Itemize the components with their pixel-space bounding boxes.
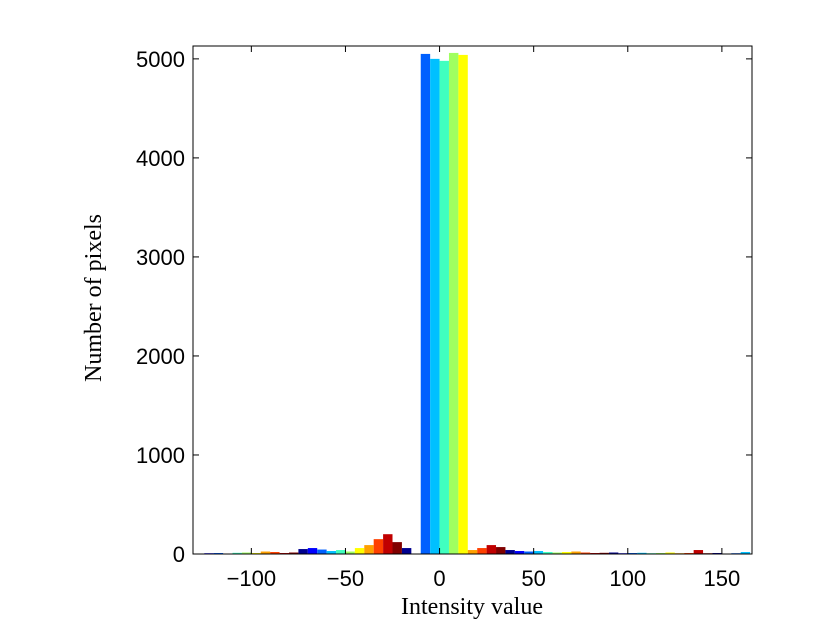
bar [420, 53, 431, 554]
bar [288, 552, 299, 554]
x-tick-label: 50 [521, 566, 545, 591]
plot-frame [192, 45, 753, 555]
x-axis-title: Intensity value [401, 594, 543, 620]
bar [608, 552, 619, 554]
x-tick-label: 150 [704, 566, 741, 591]
y-tick-label: 0 [173, 542, 185, 567]
y-tick-label: 5000 [136, 47, 185, 72]
bar [514, 551, 525, 554]
bar [232, 552, 242, 554]
bar [637, 552, 647, 554]
bar [496, 547, 506, 554]
x-tick-label: 100 [609, 566, 646, 591]
bar [505, 550, 515, 554]
bar [740, 552, 751, 554]
bar [317, 549, 327, 554]
y-tick-label: 2000 [136, 344, 185, 369]
bar [373, 539, 384, 554]
bar [392, 542, 402, 554]
bar [448, 52, 459, 555]
y-tick-label: 3000 [136, 245, 185, 270]
bar [241, 552, 252, 554]
bar [599, 552, 609, 554]
bar [298, 549, 308, 554]
bar [524, 551, 534, 554]
bar [270, 552, 280, 554]
y-axis-title: Number of pixels [81, 214, 107, 382]
bar [326, 551, 337, 554]
bar [401, 548, 412, 554]
x-tick-label: −50 [327, 566, 364, 591]
bar [477, 548, 487, 554]
bar [580, 552, 591, 554]
bar [260, 551, 271, 554]
bar [665, 552, 675, 554]
x-tick-label: 0 [433, 566, 445, 591]
bar [486, 545, 497, 554]
bar [354, 548, 365, 554]
bar [345, 551, 355, 554]
x-tick-label: −100 [227, 566, 277, 591]
bar [383, 534, 393, 554]
bar [336, 550, 346, 554]
y-tick-label: 4000 [136, 146, 185, 171]
y-tick-label: 1000 [136, 443, 185, 468]
bar [439, 60, 449, 555]
bar [552, 552, 562, 554]
bar [543, 552, 553, 554]
bar [364, 545, 374, 554]
bar [571, 551, 581, 554]
bar [467, 550, 478, 554]
bar [430, 58, 440, 555]
bar [458, 54, 468, 554]
bar [307, 548, 318, 554]
bar [693, 550, 704, 554]
bar [561, 552, 572, 554]
bar [533, 551, 544, 554]
